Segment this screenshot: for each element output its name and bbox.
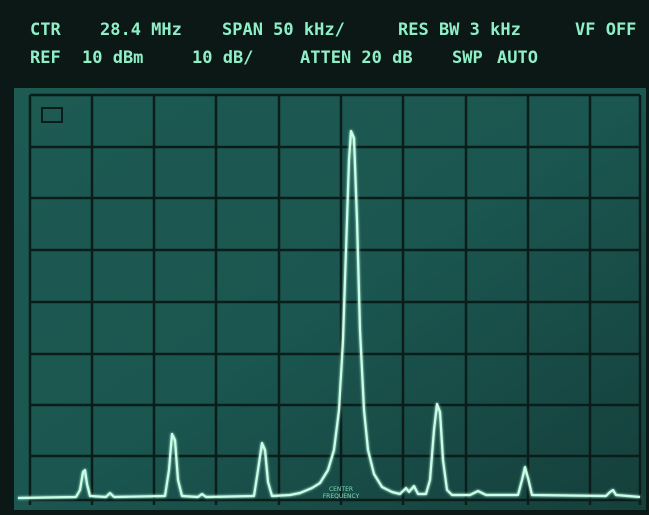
header-text: VF OFF bbox=[575, 20, 636, 40]
header-text: REF bbox=[30, 48, 61, 68]
header-text: SWP bbox=[452, 48, 483, 68]
header-text: RES BW 3 kHz bbox=[398, 20, 521, 40]
center-label: CENTER bbox=[329, 486, 353, 493]
header-text: 10 dB/ bbox=[192, 48, 253, 68]
header-text: SPAN 50 kHz/ bbox=[222, 20, 345, 40]
graticule bbox=[28, 93, 642, 505]
header-text: 28.4 MHz bbox=[100, 20, 182, 40]
spectrum-trace bbox=[17, 129, 641, 500]
header-text: CTR bbox=[30, 20, 61, 40]
header-text: 10 dBm bbox=[82, 48, 143, 68]
marker-box bbox=[41, 107, 63, 123]
center-label: FREQUENCY bbox=[323, 493, 360, 500]
header-text: ATTEN 20 dB bbox=[300, 48, 413, 68]
display bbox=[14, 88, 646, 510]
header-text: AUTO bbox=[497, 48, 538, 68]
